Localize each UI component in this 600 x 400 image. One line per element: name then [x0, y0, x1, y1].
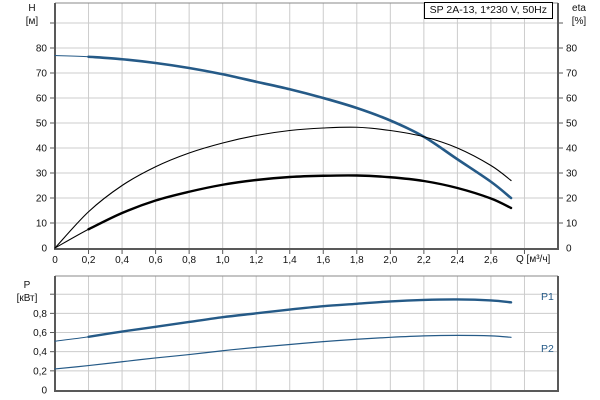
y-tick-label-left: 0,4: [33, 347, 47, 358]
series-label-p1: P1: [541, 291, 554, 303]
x-axis-unit-label: Q [м³/ч]: [516, 254, 551, 265]
y-tick-label-left: 0: [41, 386, 47, 397]
x-tick-label: 0: [52, 255, 58, 266]
x-tick-label: 2,2: [417, 255, 431, 266]
y-tick-label-right: 20: [566, 194, 578, 205]
x-tick-label: 1,8: [350, 255, 364, 266]
y-tick-label-right: 50: [566, 119, 578, 130]
x-tick-label: 0,4: [115, 255, 129, 266]
y-tick-label-left: 0: [41, 244, 47, 255]
y-tick-label-left: 0,8: [33, 309, 47, 320]
y-tick-label-left: 0,6: [33, 328, 47, 339]
y-tick-label-left: 50: [36, 119, 48, 130]
right-axis-title-top-chart: eta [%]: [558, 2, 600, 28]
y-tick-label-right: 10: [566, 219, 578, 230]
y-tick-label-left: 80: [36, 44, 48, 55]
y-tick-label-left: 20: [36, 194, 48, 205]
eta-lower-curve: [87, 174, 513, 231]
x-tick-label: 1,6: [316, 255, 330, 266]
x-tick-label: 2,4: [450, 255, 464, 266]
x-tick-label: 0,8: [182, 255, 196, 266]
h-axis-symbol: H: [28, 3, 36, 14]
x-tick-label: 0,2: [82, 255, 96, 266]
y-tick-label-right: 80: [566, 44, 578, 55]
y-tick-label-right: 30: [566, 169, 578, 180]
y-tick-label-left: 40: [36, 144, 48, 155]
x-tick-label: 1,2: [249, 255, 263, 266]
eta-axis-symbol: eta: [572, 3, 586, 14]
p-axis-unit: [кВт]: [16, 293, 38, 304]
eta-upper-curve-thin: [54, 126, 512, 249]
y-tick-label-right: 40: [566, 144, 578, 155]
x-tick-label: 1,4: [283, 255, 297, 266]
x-tick-label: 2,6: [484, 255, 498, 266]
x-tick-label: 0,6: [149, 255, 163, 266]
p-axis-symbol: P: [23, 280, 31, 291]
chart-title-box: SP 2A-13, 1*230 V, 50Hz: [423, 2, 553, 19]
H-curve: [87, 55, 513, 200]
y-tick-label-left: 70: [36, 69, 48, 80]
h-axis-unit: [м]: [25, 16, 39, 27]
y-tick-label-left: 10: [36, 219, 48, 230]
y-tick-label-right: 60: [566, 94, 578, 105]
left-axis-title-top-chart: H [м]: [10, 2, 54, 28]
P1-curve: [87, 298, 513, 339]
y-tick-label-right: 70: [566, 69, 578, 80]
y-tick-label-left: 30: [36, 169, 48, 180]
y-tick-label-left: 0,2: [33, 366, 47, 377]
x-tick-label: 1,0: [216, 255, 230, 266]
x-tick-label: 2,0: [383, 255, 397, 266]
y-tick-label-right: 0: [566, 244, 572, 255]
P2-curve-thin: [54, 334, 512, 370]
left-axis-title-bottom-chart: P [кВт]: [2, 279, 52, 305]
eta-axis-unit: [%]: [571, 16, 587, 27]
y-tick-label-left: 60: [36, 94, 48, 105]
series-label-p2: P2: [541, 343, 554, 355]
